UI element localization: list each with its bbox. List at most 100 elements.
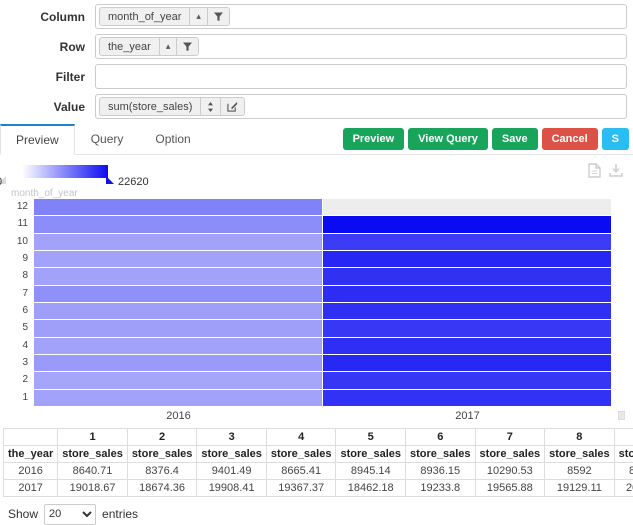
value-cell: 19233.8 bbox=[406, 479, 476, 496]
heatmap-row: 3 bbox=[8, 355, 612, 371]
heatmap-cell[interactable] bbox=[34, 303, 322, 319]
heatmap-cell[interactable] bbox=[323, 234, 611, 250]
measure-column-header: store_sales bbox=[336, 445, 406, 462]
filter-field-row: Filter bbox=[0, 64, 633, 89]
heatmap-row: 2 bbox=[8, 372, 612, 388]
heatmap-cell[interactable] bbox=[34, 286, 322, 302]
legend-axis-label: month_of_year bbox=[11, 188, 78, 199]
measure-column-header: store_sales bbox=[475, 445, 545, 462]
cancel-button[interactable]: Cancel bbox=[542, 128, 598, 150]
tab-option[interactable]: Option bbox=[139, 124, 206, 155]
tab-query[interactable]: Query bbox=[75, 124, 140, 155]
value-cell: 8583.38 bbox=[614, 462, 633, 479]
month-column-header: 4 bbox=[266, 428, 336, 445]
heatmap-cell[interactable] bbox=[34, 234, 322, 250]
heatmap-cell[interactable] bbox=[34, 251, 322, 267]
month-column-header: 5 bbox=[336, 428, 406, 445]
result-table: 123456789101112the_yearstore_salesstore_… bbox=[3, 428, 633, 497]
y-axis-label: 8 bbox=[8, 268, 34, 284]
value-cell: 9401.49 bbox=[197, 462, 267, 479]
heatmap-cell[interactable] bbox=[34, 372, 322, 388]
filter-input[interactable] bbox=[99, 67, 623, 86]
preview-button[interactable]: Preview bbox=[343, 128, 405, 150]
value-input[interactable]: sum(store_sales) bbox=[95, 94, 627, 119]
heatmap-cell[interactable] bbox=[34, 338, 322, 354]
settings-s-button[interactable]: S bbox=[602, 128, 629, 150]
month-column-header: 2 bbox=[127, 428, 197, 445]
value-cell: 10290.53 bbox=[475, 462, 545, 479]
edit-icon[interactable] bbox=[220, 98, 244, 115]
year-cell: 2016 bbox=[4, 462, 58, 479]
value-field-row: Value sum(store_sales) bbox=[0, 94, 633, 119]
heatmap-cell[interactable] bbox=[323, 355, 611, 371]
heatmap-cell[interactable] bbox=[34, 390, 322, 406]
month-column-header: 6 bbox=[406, 428, 476, 445]
value-tag-text: sum(store_sales) bbox=[100, 98, 200, 115]
y-axis-label: 12 bbox=[8, 199, 34, 215]
color-gradient-bar bbox=[22, 165, 108, 178]
heatmap-cell[interactable] bbox=[34, 216, 322, 232]
value-cell: 20008.71 bbox=[614, 479, 633, 496]
heatmap-cell[interactable] bbox=[323, 286, 611, 302]
column-label: Column bbox=[0, 10, 95, 24]
legend-max-handle[interactable] bbox=[106, 176, 114, 184]
heatmap-cell[interactable] bbox=[323, 320, 611, 336]
heatmap-cell[interactable] bbox=[323, 372, 611, 388]
heatmap-cell[interactable] bbox=[323, 338, 611, 354]
heatmap-cell[interactable] bbox=[34, 320, 322, 336]
y-axis-label: 2 bbox=[8, 372, 34, 388]
filter-funnel-icon[interactable] bbox=[176, 38, 198, 55]
row-input[interactable]: the_year ▴ bbox=[95, 34, 627, 59]
heatmap-cell[interactable] bbox=[323, 390, 611, 406]
month-column-header: 7 bbox=[475, 428, 545, 445]
tabs: Preview Query Option bbox=[0, 124, 207, 154]
y-axis-label: 1 bbox=[8, 390, 34, 406]
sort-caret-icon[interactable]: ▴ bbox=[159, 38, 177, 55]
row-label: Row bbox=[0, 40, 95, 54]
resize-handle[interactable] bbox=[618, 411, 625, 420]
y-axis-label: 7 bbox=[8, 286, 34, 302]
heatmap-cell[interactable] bbox=[323, 251, 611, 267]
heatmap-row: 11 bbox=[8, 216, 612, 232]
heatmap-row: 5 bbox=[8, 320, 612, 336]
value-cell: 8376.4 bbox=[127, 462, 197, 479]
value-cell: 19367.37 bbox=[266, 479, 336, 496]
y-axis-label: 9 bbox=[8, 251, 34, 267]
heatmap-cell[interactable] bbox=[34, 355, 322, 371]
column-tag: month_of_year ▴ bbox=[99, 7, 230, 26]
save-button[interactable]: Save bbox=[492, 128, 538, 150]
filter-input-box[interactable] bbox=[95, 64, 627, 89]
heatmap-cell[interactable] bbox=[323, 216, 611, 232]
month-column-header: 1 bbox=[58, 428, 128, 445]
result-table-head: 123456789101112the_yearstore_salesstore_… bbox=[4, 428, 633, 462]
color-scale-legend: 0 22620 month_of_year bbox=[8, 163, 633, 199]
value-cell: 8665.41 bbox=[266, 462, 336, 479]
measure-column-header: store_sales bbox=[614, 445, 633, 462]
column-input[interactable]: month_of_year ▴ bbox=[95, 4, 627, 29]
heatmap-row: 10 bbox=[8, 234, 612, 250]
measure-column-header: store_sales bbox=[266, 445, 336, 462]
view-query-button[interactable]: View Query bbox=[408, 128, 488, 150]
heatmap-row: 9 bbox=[8, 251, 612, 267]
tab-preview[interactable]: Preview bbox=[0, 124, 75, 155]
y-axis-label: 3 bbox=[8, 355, 34, 371]
page-size-select[interactable]: 20 bbox=[44, 504, 96, 525]
measure-column-header: store_sales bbox=[545, 445, 615, 462]
filter-funnel-icon[interactable] bbox=[207, 8, 229, 25]
x-axis-label-2016: 2016 bbox=[34, 410, 323, 424]
value-cell: 18462.18 bbox=[336, 479, 406, 496]
heatmap-cell[interactable] bbox=[34, 268, 322, 284]
measure-column-header: store_sales bbox=[58, 445, 128, 462]
heatmap-row: 8 bbox=[8, 268, 612, 284]
heatmap-cell[interactable] bbox=[323, 199, 611, 215]
legend-min-value: 0 bbox=[0, 176, 2, 188]
heatmap-cell[interactable] bbox=[323, 268, 611, 284]
sort-caret-icon[interactable]: ▴ bbox=[189, 8, 207, 25]
value-cell: 8592 bbox=[545, 462, 615, 479]
sort-updown-icon[interactable] bbox=[200, 98, 220, 115]
column-tag-text: month_of_year bbox=[100, 8, 189, 25]
heatmap-cell[interactable] bbox=[323, 303, 611, 319]
heatmap-cell[interactable] bbox=[34, 199, 322, 215]
x-axis-label-2017: 2017 bbox=[323, 410, 612, 424]
